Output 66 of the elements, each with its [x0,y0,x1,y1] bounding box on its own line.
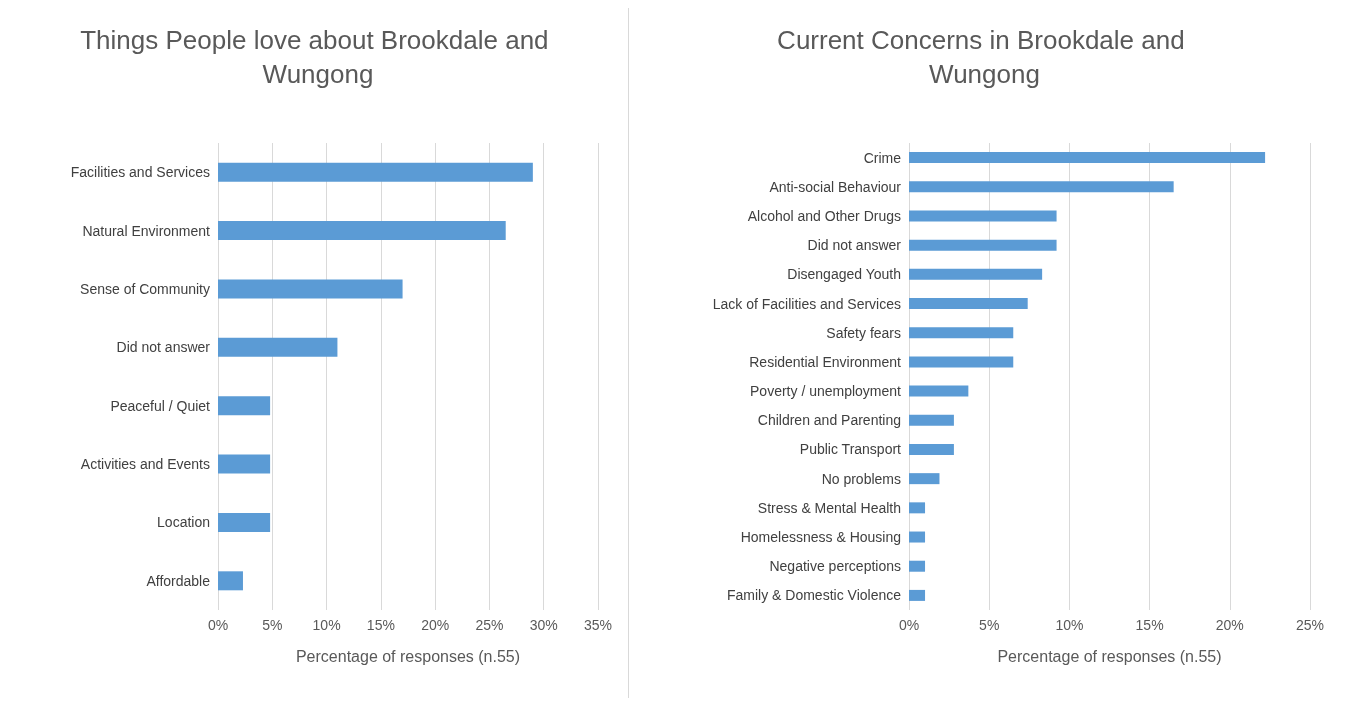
y-tick-label: Alcohol and Other Drugs [747,207,901,224]
x-tick-label: 0% [207,617,229,633]
x-tick-label: 25% [475,617,504,633]
y-tick-label: Lack of Facilities and Services [712,295,901,312]
bar [218,279,403,299]
y-tick-label: Children and Parenting [757,412,901,429]
bar [218,512,271,532]
x-tick-label: 5% [262,617,283,633]
bar [218,221,506,241]
y-tick-label: Affordable [146,572,211,589]
bar [909,239,1057,251]
y-tick-label: Facilities and Services [70,164,210,181]
bar [909,531,926,543]
bar [909,502,926,514]
y-tick-label: Location [157,514,210,531]
y-tick-label: Stress & Mental Health [757,499,901,516]
x-tick-label: 30% [529,617,558,633]
y-tick-label: Public Transport [799,441,902,458]
y-tick-label: No problems [821,470,901,487]
bar [909,385,969,397]
bar [909,589,926,601]
chart-title: Current Concerns in Brookdale and Wungong [777,25,1192,89]
bar [218,162,533,182]
y-tick-label: Activities and Events [80,456,210,473]
x-tick-label: 15% [1135,617,1164,633]
bar [909,560,926,572]
x-tick-label: 5% [979,617,1000,633]
x-tick-label: 15% [366,617,395,633]
x-axis-title: Percentage of responses (n.55) [295,647,521,665]
x-axis-title: Percentage of responses (n.55) [997,647,1222,665]
y-tick-label: Crime [863,149,902,166]
bar [909,443,954,455]
x-tick-label: 25% [1295,617,1325,633]
y-tick-label: Did not answer [807,237,902,254]
x-tick-label: 0% [898,617,920,633]
y-tick-label: Sense of Community [80,280,210,297]
bar [909,298,1028,310]
bar [218,454,271,474]
y-tick-label: Natural Environment [82,222,211,239]
y-tick-label: Safety fears [826,324,901,341]
bar [909,210,1057,222]
y-tick-label: Poverty / unemployment [750,383,902,400]
chart-title: Things People love about Brookdale and Wungong [80,25,556,89]
y-tick-label: Negative perceptions [769,558,901,575]
bar [218,571,243,591]
x-tick-label: 10% [1055,617,1084,633]
bar [909,268,1043,280]
y-tick-label: Residential Environment [749,353,902,370]
bar [909,152,1266,164]
bar [909,414,954,426]
bar [218,337,338,357]
y-tick-label: Anti-social Behaviour [769,178,902,195]
bar [909,181,1174,193]
y-tick-label: Disengaged Youth [787,266,901,283]
x-tick-label: 20% [421,617,450,633]
bar [909,356,1014,368]
y-tick-label: Did not answer [116,339,211,356]
y-tick-label: Family & Domestic Violence [726,587,902,604]
y-tick-label: Homelessness & Housing [740,529,901,546]
bar [909,473,940,485]
y-tick-label: Peaceful / Quiet [110,397,211,414]
x-tick-label: 35% [583,617,613,633]
bar [909,327,1014,339]
bar [218,396,271,416]
x-tick-label: 10% [312,617,341,633]
x-tick-label: 20% [1215,617,1244,633]
